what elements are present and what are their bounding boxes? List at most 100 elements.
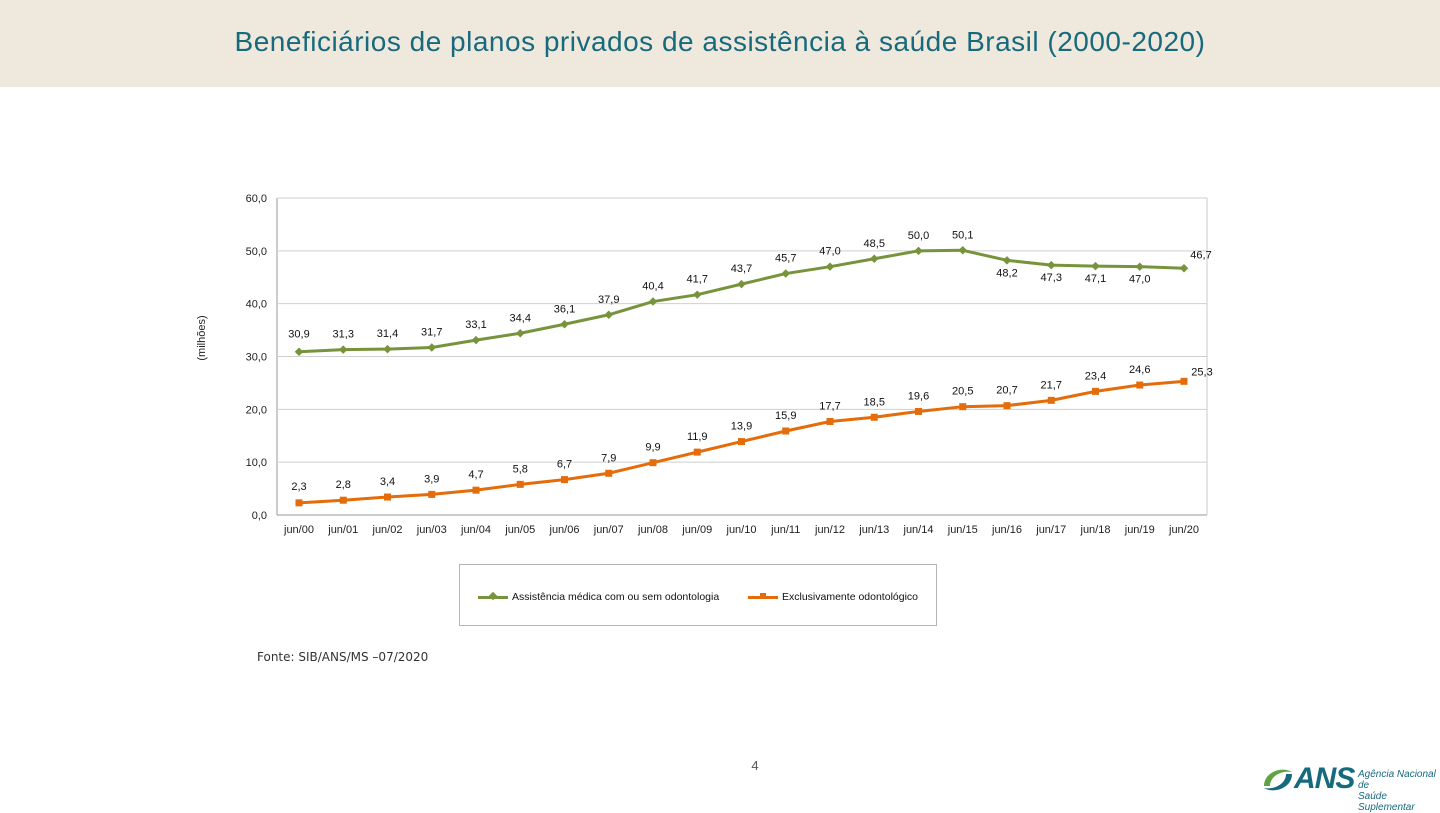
data-label: 41,7 [687, 274, 708, 286]
data-point [604, 310, 613, 320]
data-label: 47,0 [1129, 274, 1150, 286]
data-point [914, 246, 923, 256]
data-label: 4,7 [468, 469, 483, 481]
x-tick-label: jun/01 [327, 524, 358, 536]
legend-item-medical: Assistência médica com ou sem odontologi… [478, 591, 719, 603]
data-label: 6,7 [557, 459, 572, 471]
y-tick-label: 40,0 [246, 299, 267, 311]
data-point [1135, 262, 1144, 271]
data-point [1047, 260, 1056, 270]
data-label: 36,1 [554, 303, 575, 315]
x-tick-label: jun/06 [549, 524, 580, 536]
x-tick-label: jun/17 [1035, 524, 1066, 536]
y-tick-label: 0,0 [252, 510, 267, 522]
data-point [649, 459, 657, 467]
x-tick-label: jun/04 [460, 524, 491, 536]
page-title: Beneficiários de planos privados de assi… [234, 26, 1206, 57]
data-label: 19,6 [908, 390, 929, 402]
legend-swatch-medical [478, 591, 508, 600]
data-label: 2,8 [336, 479, 351, 491]
y-tick-label: 50,0 [246, 246, 267, 258]
x-tick-label: jun/12 [814, 524, 845, 536]
data-label: 9,9 [645, 442, 660, 454]
data-point [870, 413, 878, 421]
data-point [648, 297, 658, 306]
data-label: 47,0 [819, 246, 840, 258]
data-label: 31,3 [333, 329, 354, 341]
data-point [427, 343, 436, 352]
y-tick-label: 20,0 [246, 404, 267, 416]
data-point [825, 262, 835, 271]
data-point [472, 486, 480, 494]
data-point [915, 407, 922, 415]
y-tick-label: 10,0 [246, 457, 267, 469]
x-tick-label: jun/03 [416, 524, 447, 536]
data-label: 31,4 [377, 328, 398, 340]
data-label: 48,5 [864, 238, 885, 250]
data-label: 46,7 [1190, 249, 1211, 261]
x-tick-label: jun/10 [726, 524, 757, 536]
data-label: 47,3 [1041, 272, 1062, 284]
data-point [781, 269, 790, 278]
data-label: 40,4 [642, 281, 663, 293]
data-label: 30,9 [288, 329, 309, 341]
data-point [295, 499, 303, 507]
x-tick-label: jun/14 [903, 524, 934, 536]
page-number: 4 [751, 758, 759, 773]
x-tick-label: jun/07 [593, 524, 624, 536]
data-point [384, 493, 391, 501]
data-label: 33,1 [465, 319, 486, 331]
chart-legend: Assistência médica com ou sem odontologi… [459, 564, 937, 626]
logo-subtitle: Agência Nacional de Saúde Suplementar [1358, 769, 1436, 813]
data-label: 20,5 [952, 386, 973, 398]
x-tick-label: jun/09 [681, 524, 712, 536]
data-point [516, 480, 524, 488]
data-label: 3,9 [424, 473, 439, 485]
data-label: 37,9 [598, 294, 619, 306]
data-point [471, 335, 481, 345]
ans-logo-icon [1264, 769, 1292, 791]
data-label: 50,0 [908, 230, 929, 242]
data-label: 47,1 [1085, 273, 1106, 285]
data-label: 45,7 [775, 253, 796, 265]
x-tick-label: jun/19 [1124, 524, 1155, 536]
data-point [383, 344, 392, 354]
data-label: 21,7 [1041, 379, 1062, 391]
data-label: 23,4 [1085, 370, 1106, 382]
data-point [605, 469, 613, 477]
data-point [1002, 256, 1012, 265]
data-point [693, 448, 701, 456]
data-label: 20,7 [996, 385, 1017, 397]
x-tick-label: jun/11 [770, 524, 800, 536]
data-label: 24,6 [1129, 364, 1150, 376]
data-label: 15,9 [775, 410, 796, 422]
data-point [737, 279, 746, 289]
data-point [693, 290, 702, 299]
data-point [294, 347, 304, 356]
data-label: 2,3 [291, 481, 306, 493]
title-band: Beneficiários de planos privados de assi… [0, 0, 1440, 87]
legend-swatch-dental [748, 592, 778, 599]
data-label: 25,3 [1191, 366, 1212, 378]
legend-item-dental: Exclusivamente odontológico [748, 591, 918, 603]
data-point [1092, 387, 1099, 395]
data-point [1003, 402, 1011, 410]
x-tick-label: jun/20 [1168, 524, 1199, 536]
data-label: 50,1 [952, 229, 973, 241]
data-point [1047, 396, 1055, 404]
data-label: 48,2 [996, 267, 1017, 279]
data-label: 18,5 [864, 396, 885, 408]
data-point [339, 345, 348, 354]
data-point [870, 254, 879, 264]
logo-brand: ANS [1294, 762, 1355, 795]
x-tick-label: jun/18 [1080, 524, 1111, 536]
data-label: 34,4 [510, 312, 531, 324]
data-point [560, 320, 569, 329]
data-point [339, 496, 347, 504]
data-label: 7,9 [601, 452, 616, 464]
data-label: 43,7 [731, 263, 752, 275]
data-label: 3,4 [380, 476, 395, 488]
x-tick-label: jun/16 [991, 524, 1022, 536]
data-label: 17,7 [819, 400, 840, 412]
x-tick-label: jun/05 [504, 524, 535, 536]
